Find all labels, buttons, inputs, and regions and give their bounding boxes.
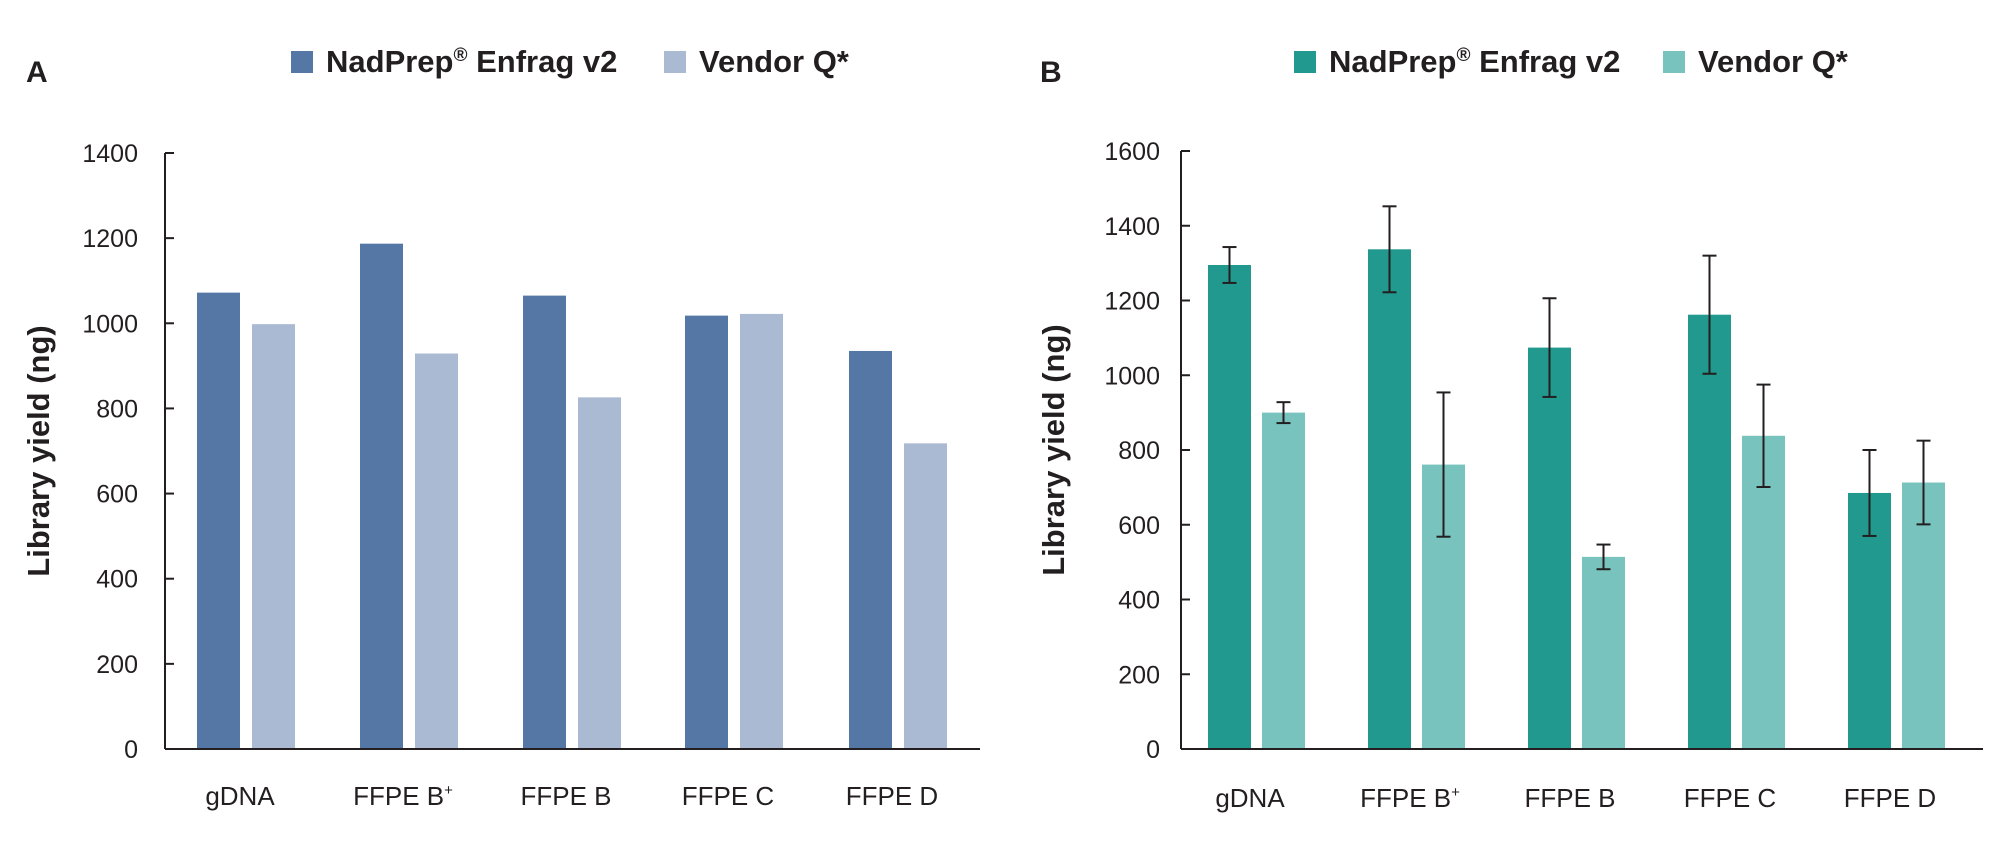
- bar-vendor-q: [1582, 556, 1625, 749]
- error-bar: [1862, 449, 1877, 537]
- error-bar: [1222, 246, 1237, 284]
- error-bar: [1702, 254, 1717, 375]
- bar-nadprep: [1368, 249, 1411, 749]
- bar-vendor-q: [578, 397, 621, 749]
- bar-vendor-q: [1262, 412, 1305, 749]
- y-tick-label: 400: [96, 566, 138, 594]
- y-tick-label: 200: [96, 651, 138, 679]
- x-tick-label: FFPE B: [520, 781, 611, 811]
- x-tick-label: FFPE B+: [353, 781, 453, 811]
- x-tick-label: FFPE D: [1844, 783, 1936, 813]
- bar-nadprep: [1528, 347, 1571, 749]
- error-bar: [1916, 439, 1931, 526]
- x-tick-label: FFPE B: [1524, 783, 1615, 813]
- y-tick-label: 0: [1146, 736, 1160, 764]
- y-tick-label: 1200: [1104, 288, 1160, 316]
- bar-vendor-q: [904, 443, 947, 749]
- legend-label: Vendor Q*: [699, 44, 850, 79]
- chart-panel-b: B NadPrep® Enfrag v2 Vendor Q* Library yiel…: [1036, 44, 1983, 813]
- chart-panel-a: A NadPrep® Enfrag v2 Vendor Q* Library yiel…: [21, 44, 980, 811]
- y-axis-title: Library yield (ng): [21, 325, 56, 576]
- legend-swatch: [291, 51, 313, 73]
- x-tick-label: FFPE B+: [1360, 783, 1460, 813]
- y-tick-label: 200: [1118, 661, 1160, 689]
- y-tick-label: 400: [1118, 587, 1160, 615]
- bar-nadprep: [360, 243, 403, 750]
- y-tick-label: 600: [1118, 512, 1160, 540]
- x-tick-label: gDNA: [205, 781, 275, 811]
- legend-label: NadPrep® Enfrag v2: [1329, 44, 1620, 79]
- bar-nadprep: [849, 350, 892, 749]
- bar-nadprep: [685, 315, 728, 749]
- bar-vendor-q: [1902, 482, 1945, 749]
- error-bar: [1436, 391, 1451, 538]
- error-bar: [1382, 205, 1397, 294]
- y-tick-label: 0: [124, 736, 138, 764]
- legend: NadPrep® Enfrag v2 Vendor Q*: [1294, 44, 1849, 79]
- x-tick-label: FFPE C: [1684, 783, 1776, 813]
- error-bar: [1276, 401, 1291, 425]
- legend-label: Vendor Q*: [1698, 44, 1849, 79]
- panel-label: B: [1040, 56, 1062, 89]
- y-tick-label: 600: [96, 481, 138, 509]
- x-tick-label: FFPE C: [682, 781, 774, 811]
- legend: NadPrep® Enfrag v2 Vendor Q*: [291, 44, 850, 79]
- panel-label: A: [26, 56, 48, 89]
- x-tick-label: gDNA: [1215, 783, 1285, 813]
- bars: [1208, 205, 1945, 749]
- x-tick-label: FFPE D: [846, 781, 938, 811]
- bar-vendor-q: [415, 353, 458, 749]
- y-tick-label: 1000: [1104, 362, 1160, 390]
- legend-swatch: [1663, 51, 1685, 73]
- legend-swatch: [1294, 51, 1316, 73]
- bar-nadprep: [1688, 314, 1731, 749]
- y-axis-title: Library yield (ng): [1036, 324, 1071, 575]
- y-tick-label: 800: [96, 395, 138, 423]
- bar-vendor-q: [252, 324, 295, 749]
- bar-nadprep: [197, 292, 240, 749]
- bars: [197, 243, 947, 750]
- y-tick-label: 1400: [82, 140, 138, 168]
- legend-label: NadPrep® Enfrag v2: [326, 44, 617, 79]
- y-tick-label: 1200: [82, 225, 138, 253]
- error-bar: [1596, 543, 1611, 571]
- bar-vendor-q: [740, 313, 783, 749]
- y-tick-label: 1600: [1104, 138, 1160, 166]
- error-bar: [1756, 383, 1771, 489]
- legend-swatch: [664, 51, 686, 73]
- error-bar: [1542, 297, 1557, 398]
- y-tick-label: 1400: [1104, 213, 1160, 241]
- y-tick-label: 1000: [82, 310, 138, 338]
- bar-nadprep: [523, 295, 566, 749]
- bar-nadprep: [1208, 264, 1251, 749]
- y-tick-label: 800: [1118, 437, 1160, 465]
